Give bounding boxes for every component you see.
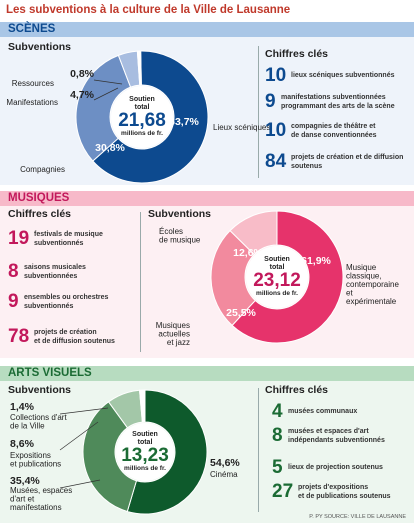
key-figure-number: 19 [8, 228, 30, 249]
slice-2-1 [82, 401, 138, 513]
slice-0-1 [75, 54, 132, 162]
key-figure-label: musées et espaces d'art indépendants subv… [288, 428, 385, 444]
center-label: Soutien total [129, 96, 155, 111]
subventions-heading-arts: Subventions [8, 384, 72, 396]
center-label: Soutien total [132, 431, 158, 446]
divider [258, 388, 259, 512]
key-figure-number: 8 [272, 425, 283, 446]
data-label: 30,8% [95, 142, 125, 154]
center-value: 13,23 [121, 445, 169, 466]
data-label: 25,5% [226, 307, 256, 319]
category-label: Cinéma [210, 470, 238, 479]
key-figure-number: 78 [8, 326, 30, 347]
section-title-scenes: SCÈNES [8, 23, 56, 35]
key-figure-number: 27 [272, 481, 294, 502]
category-label: Lieux scéniques [213, 123, 270, 132]
data-label: 35,4% [10, 475, 40, 487]
slice-1-0 [231, 210, 344, 344]
data-label: 8,6% [10, 438, 35, 450]
category-label: Écoles de musique [159, 227, 201, 245]
donut-center [116, 423, 174, 481]
page-title: Les subventions à la culture de la Ville… [6, 4, 291, 16]
key-figure-label: musées communaux [288, 408, 358, 415]
category-label: Musique classique, contemporaine et expérime… [346, 263, 399, 306]
section-band-musiques: MUSIQUES [0, 191, 414, 206]
section-title-musiques: MUSIQUES [8, 192, 70, 204]
data-label: 4,7% [70, 89, 95, 101]
key-figure-label: compagnies de théâtre et de danse convent… [291, 123, 377, 139]
leader-line [59, 421, 99, 451]
key-figure-label: ensembles ou orchestres subventionnés [24, 294, 109, 310]
divider [140, 212, 141, 352]
section-title-arts: ARTS VISUELS [8, 367, 92, 379]
key-figure-number: 9 [265, 91, 276, 112]
category-label: Musiques actuelles et jazz [156, 321, 190, 347]
data-label: 12,6% [233, 247, 263, 259]
key-figure-number: 5 [272, 457, 283, 478]
category-label: Musées, espaces d'art et manifestations [10, 486, 72, 512]
chiffres-heading-scenes: Chiffres clés [265, 48, 329, 60]
data-label: 1,4% [10, 401, 35, 413]
key-figure-label: manifestations subventionnées programmant… [281, 94, 395, 110]
key-figure-number: 4 [272, 401, 283, 422]
leader-line [59, 407, 109, 415]
center-label: Soutien total [264, 256, 290, 271]
section-musiques [0, 206, 414, 358]
slice-1-1 [210, 229, 256, 327]
key-figure-number: 10 [265, 120, 287, 141]
key-figure-number: 84 [265, 151, 287, 172]
key-figure-label: saisons musicales subventionnées [24, 264, 86, 280]
center-unit: millions de fr. [121, 130, 163, 137]
key-figure-label: lieux de projection soutenus [288, 464, 383, 471]
donut-center [111, 86, 173, 148]
slice-0-0 [92, 50, 209, 184]
slice-1-2 [229, 210, 278, 256]
category-label: Collections d'art de la Ville [10, 413, 67, 431]
key-figure-label: projets de création et de diffusion soute… [34, 329, 115, 345]
leader-line [93, 79, 123, 85]
category-label: Ressources [12, 79, 54, 88]
data-label: 61,9% [301, 255, 331, 267]
section-band-scenes: SCÈNES [0, 22, 414, 37]
source-note: P. PY SOURCE: VILLE DE LAUSANNE [309, 514, 406, 520]
center-value: 21,68 [118, 110, 166, 131]
center-unit: millions de fr. [256, 290, 298, 297]
center-value: 23,12 [253, 270, 301, 291]
chiffres-heading-musiques: Chiffres clés [8, 208, 72, 220]
key-figure-label: projets d'expositions et de publications … [298, 484, 391, 500]
leader-line [93, 87, 119, 101]
key-figure-label: projets de création et de diffusion soute… [291, 154, 404, 170]
chiffres-heading-arts: Chiffres clés [265, 384, 329, 396]
slice-2-0 [126, 389, 208, 515]
key-figure-number: 9 [8, 291, 19, 312]
slice-0-3 [136, 50, 142, 86]
key-figure-number: 8 [8, 261, 19, 282]
data-label: 0,8% [70, 68, 95, 80]
category-label: Expositions et publications [10, 451, 61, 469]
subventions-heading-musiques: Subventions [148, 208, 212, 220]
key-figure-number: 10 [265, 65, 287, 86]
data-label: 54,6% [210, 457, 240, 469]
subventions-heading-scenes: Subventions [8, 41, 72, 53]
slice-2-3 [139, 389, 146, 423]
donut-center [246, 246, 308, 308]
center-unit: millions de fr. [124, 465, 166, 472]
category-label: Compagnies [20, 165, 65, 174]
leader-line [59, 479, 101, 489]
category-label: Manifestations [6, 98, 58, 107]
key-figure-label: lieux scéniques subventionnés [291, 72, 395, 79]
data-label: 63,7% [169, 116, 199, 128]
section-band-arts: ARTS VISUELS [0, 366, 414, 381]
key-figure-label: festivals de musique subventionnés [34, 231, 103, 247]
divider [258, 46, 259, 178]
